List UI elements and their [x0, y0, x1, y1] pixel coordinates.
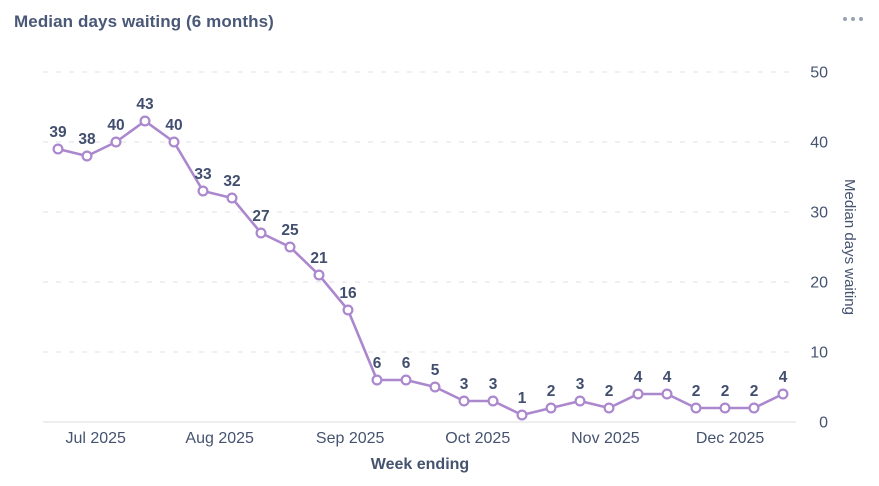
data-point-label: 40: [107, 117, 124, 134]
data-point-label: 4: [779, 369, 788, 386]
chart-title: Median days waiting (6 months): [14, 12, 274, 31]
y-tick-label: 10: [810, 345, 828, 362]
data-point-label: 43: [136, 96, 154, 113]
data-point-marker[interactable]: [52, 143, 64, 155]
x-tick-label: Nov 2025: [571, 430, 640, 447]
data-point-marker[interactable]: [748, 402, 760, 414]
data-point-marker[interactable]: [371, 374, 383, 386]
data-point-label: 4: [634, 369, 643, 386]
data-point-label: 40: [165, 117, 182, 134]
data-point-label: 5: [431, 362, 440, 379]
data-point-marker[interactable]: [400, 374, 412, 386]
data-point-marker[interactable]: [313, 269, 325, 281]
data-point-label: 6: [373, 355, 382, 372]
ellipsis-dot: [859, 17, 863, 21]
data-point-label: 33: [194, 166, 212, 183]
data-point-label: 39: [49, 124, 67, 141]
card-header: Median days waiting (6 months): [0, 0, 879, 40]
y-tick-label: 50: [810, 65, 828, 82]
data-point-marker[interactable]: [603, 402, 615, 414]
data-point-label: 4: [663, 369, 672, 386]
data-point-marker[interactable]: [516, 409, 528, 421]
data-point-label: 38: [78, 131, 96, 148]
data-point-label: 21: [310, 250, 328, 267]
data-point-marker[interactable]: [574, 395, 586, 407]
data-point-marker[interactable]: [284, 241, 296, 253]
data-point-marker[interactable]: [168, 136, 180, 148]
data-point-marker[interactable]: [110, 136, 122, 148]
data-point-marker[interactable]: [487, 395, 499, 407]
x-tick-label: Dec 2025: [696, 430, 765, 447]
data-point-label: 25: [281, 222, 299, 239]
data-point-marker[interactable]: [81, 150, 93, 162]
ellipsis-menu-button[interactable]: [839, 10, 867, 28]
series-line: [56, 119, 785, 417]
data-point-label: 2: [692, 383, 701, 400]
x-tick-label: Sep 2025: [316, 430, 385, 447]
y-tick-label: 0: [819, 415, 828, 432]
x-tick-label: Oct 2025: [445, 430, 510, 447]
x-axis-title: Week ending: [371, 456, 469, 473]
data-point-marker[interactable]: [139, 115, 151, 127]
data-point-marker[interactable]: [255, 227, 267, 239]
data-point-label: 2: [750, 383, 759, 400]
data-point-label: 3: [576, 376, 585, 393]
y-tick-label: 30: [810, 205, 828, 222]
data-point-marker[interactable]: [545, 402, 557, 414]
data-point-label: 2: [547, 383, 556, 400]
x-tick-label: Jul 2025: [65, 430, 126, 447]
data-point-marker[interactable]: [632, 388, 644, 400]
data-point-marker[interactable]: [197, 185, 209, 197]
data-point-label: 2: [605, 383, 614, 400]
data-point-label: 32: [223, 173, 240, 190]
data-point-marker[interactable]: [429, 381, 441, 393]
data-point-marker[interactable]: [719, 402, 731, 414]
y-tick-label: 40: [810, 135, 828, 152]
ellipsis-dot: [843, 17, 847, 21]
data-point-marker[interactable]: [458, 395, 470, 407]
y-tick-label: 20: [810, 275, 828, 292]
data-point-marker[interactable]: [661, 388, 673, 400]
data-point-label: 3: [489, 376, 498, 393]
y-axis-title: Median days waiting: [841, 179, 858, 315]
data-point-marker[interactable]: [690, 402, 702, 414]
data-point-marker[interactable]: [342, 304, 354, 316]
data-point-label: 1: [518, 390, 527, 407]
data-point-marker[interactable]: [226, 192, 238, 204]
data-point-label: 2: [721, 383, 730, 400]
data-point-label: 27: [252, 208, 269, 225]
data-point-label: 3: [460, 376, 469, 393]
data-point-label: 16: [339, 285, 357, 302]
ellipsis-dot: [851, 17, 855, 21]
data-point-label: 6: [402, 355, 411, 372]
x-tick-label: Aug 2025: [185, 430, 254, 447]
data-point-marker[interactable]: [777, 388, 789, 400]
